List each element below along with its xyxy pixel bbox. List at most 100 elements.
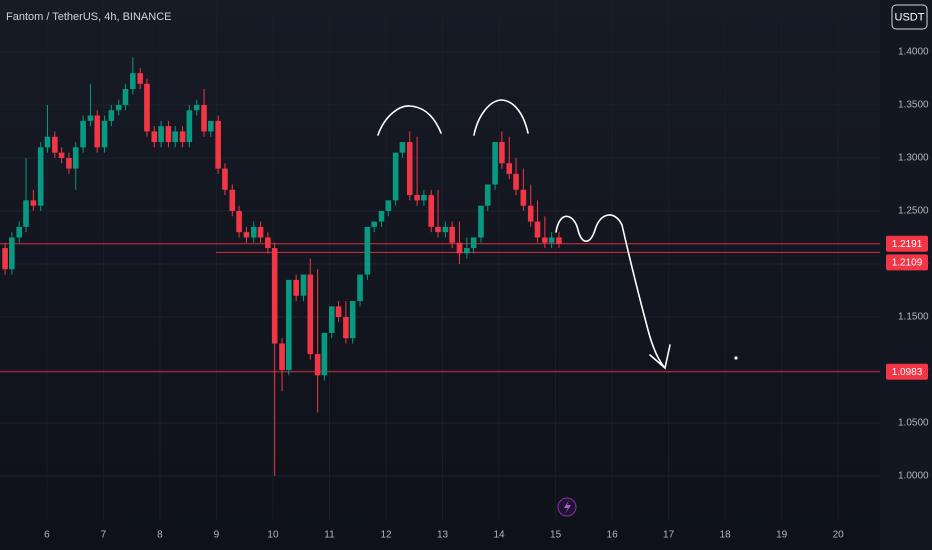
candle-body <box>548 237 555 243</box>
y-tick-label: 1.1500 <box>898 312 929 323</box>
candle-body <box>442 226 449 233</box>
candle-body <box>215 120 221 169</box>
candle-body <box>229 189 236 211</box>
candle-body <box>520 189 527 206</box>
x-tick-label: 8 <box>157 530 163 541</box>
candle-body <box>293 279 299 296</box>
candle-body <box>286 279 292 370</box>
candle-body <box>406 142 413 196</box>
x-tick-label: 15 <box>550 530 562 541</box>
x-tick-label: 20 <box>833 530 845 541</box>
x-tick-label: 7 <box>101 530 107 541</box>
x-tick-label: 9 <box>214 530 220 541</box>
y-tick-label: 1.0500 <box>898 418 929 429</box>
x-tick-label: 17 <box>663 530 675 541</box>
chart-title: Fantom / TetherUS, 4h, BINANCE <box>6 11 171 23</box>
candle-body <box>94 115 101 148</box>
candle-body <box>115 104 122 111</box>
candle-body <box>165 126 172 143</box>
candle-body <box>101 120 108 148</box>
candle-body <box>534 221 541 238</box>
candle-body <box>357 274 363 302</box>
currency-label[interactable]: USDT <box>895 11 925 23</box>
candle-body <box>193 104 200 111</box>
candles <box>2 57 562 477</box>
candle-body <box>257 226 264 238</box>
x-tick-label: 14 <box>493 530 505 541</box>
candle-body <box>271 248 278 344</box>
candle-body <box>279 343 285 370</box>
candle-body <box>208 120 214 132</box>
candle-body <box>201 104 207 132</box>
candle-body <box>30 200 37 206</box>
price-tag <box>886 235 928 252</box>
drawings <box>377 99 738 370</box>
currency-button[interactable] <box>891 4 928 30</box>
candle-body <box>435 226 441 233</box>
candle-body <box>44 136 51 148</box>
candle-body <box>179 131 186 143</box>
axis-labels: 1.00001.05001.10001.15001.20001.25001.30… <box>44 47 929 541</box>
x-tick-label: 16 <box>607 530 619 541</box>
candle-body <box>470 237 477 249</box>
price-tag-label: 1.2109 <box>892 258 923 269</box>
candle-body <box>66 157 72 169</box>
candle-body <box>464 248 470 254</box>
x-tick-label: 10 <box>267 530 279 541</box>
candle-body <box>399 142 406 153</box>
candle-body <box>428 195 435 227</box>
candle-body <box>328 306 335 333</box>
drawing-arrow <box>649 344 671 370</box>
price-axis <box>880 0 932 550</box>
candle-body <box>371 221 377 227</box>
x-tick-label: 18 <box>720 530 732 541</box>
candle-body <box>449 226 455 243</box>
candle-body <box>300 274 307 296</box>
candle-body <box>392 152 399 201</box>
candle-body <box>321 332 328 376</box>
candle-body <box>492 142 498 185</box>
y-tick-label: 1.0000 <box>898 471 929 482</box>
candle-body <box>385 200 392 211</box>
candle-body <box>456 242 463 254</box>
drawing-arc <box>377 105 442 136</box>
candle-body <box>265 237 271 249</box>
price-lines <box>0 243 880 373</box>
candle-body <box>222 168 228 190</box>
candle-body <box>314 354 321 376</box>
candle-body <box>364 226 371 275</box>
candle-body <box>307 274 314 355</box>
candle-body <box>80 120 86 148</box>
price-tag-label: 1.0983 <box>892 367 923 378</box>
candle-body <box>108 110 115 121</box>
x-tick-label: 6 <box>44 530 50 541</box>
price-tag <box>886 254 928 271</box>
candle-body <box>484 184 491 206</box>
candle-body <box>250 226 257 238</box>
candle-body <box>542 237 548 243</box>
candle-body <box>2 248 8 270</box>
candle-body <box>499 142 505 164</box>
candle-body <box>23 200 29 227</box>
candle-body <box>236 210 242 233</box>
candle-body <box>186 110 193 143</box>
candle-body <box>137 73 143 84</box>
candle-body <box>513 173 519 190</box>
drawing-path <box>555 214 666 369</box>
candle-body <box>52 136 58 153</box>
candle-body <box>72 147 79 169</box>
event-icon-bolt <box>564 500 571 514</box>
y-tick-label: 1.2500 <box>898 206 929 217</box>
candle-body <box>527 205 534 222</box>
candle-body <box>16 226 23 238</box>
candle-body <box>349 301 356 339</box>
candle-body <box>414 195 420 201</box>
candle-body <box>58 152 65 158</box>
candle-body <box>378 210 385 222</box>
x-tick-label: 11 <box>324 530 335 541</box>
candle-body <box>335 306 342 317</box>
drawing-dot <box>734 356 738 360</box>
